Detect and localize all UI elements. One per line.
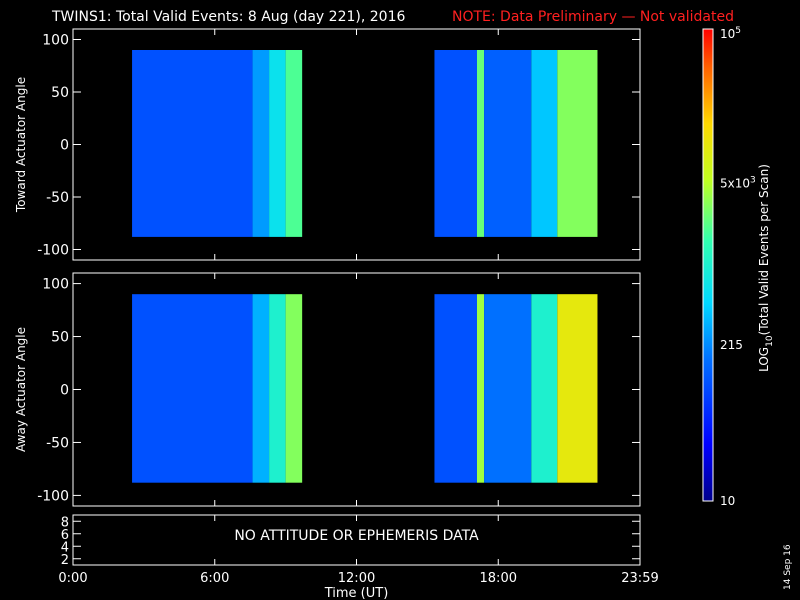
panel-middle: -100 -50 0 50 100 Away Actuator Angle bbox=[14, 272, 641, 507]
heatmap-band bbox=[434, 294, 477, 483]
heatmap-band bbox=[285, 50, 303, 237]
heatmap-band bbox=[269, 50, 286, 237]
heatmap-band bbox=[531, 294, 558, 483]
x-tick-label: 18:00 bbox=[480, 571, 517, 586]
colorbar-tick-label: 5x103 bbox=[720, 175, 756, 190]
heatmap-band bbox=[434, 50, 477, 237]
heatmap-band bbox=[285, 294, 303, 483]
y-tick-label: 50 bbox=[51, 330, 69, 346]
y-tick-label: -50 bbox=[46, 190, 69, 206]
y-tick-label: -100 bbox=[37, 488, 69, 504]
y-tick-label: 2 bbox=[61, 553, 69, 568]
no-data-message: NO ATTITUDE OR EPHEMERIS DATA bbox=[234, 528, 479, 544]
y-tick-label: -100 bbox=[37, 243, 69, 259]
y-tick-label: 8 bbox=[61, 515, 69, 530]
heatmap-band bbox=[476, 294, 485, 483]
x-tick-label: 23:59 bbox=[621, 571, 658, 586]
y-tick-label: 0 bbox=[60, 138, 69, 154]
y-tick-label: 100 bbox=[42, 33, 69, 49]
y-tick-label: -50 bbox=[46, 435, 69, 451]
y-tick-label: 50 bbox=[51, 85, 69, 101]
heatmap-band bbox=[269, 294, 286, 483]
x-tick-label: 12:00 bbox=[338, 571, 375, 586]
panel-top: -100 -50 0 50 100 Toward Actuator Angle bbox=[14, 28, 641, 261]
heatmap-band bbox=[252, 50, 270, 237]
y-tick-label: 0 bbox=[60, 383, 69, 399]
heatmap-band bbox=[531, 50, 558, 237]
colorbar-tick-label: 10 bbox=[720, 494, 735, 508]
heatmap-band bbox=[557, 294, 598, 483]
heatmap-band bbox=[252, 294, 270, 483]
y-tick-label: 100 bbox=[42, 277, 69, 293]
preliminary-note: NOTE: Data Preliminary — Not validated bbox=[452, 9, 734, 25]
y-tick-label: 6 bbox=[61, 528, 69, 543]
x-axis-label: Time (UT) bbox=[324, 586, 389, 600]
y-tick-label: 4 bbox=[61, 540, 69, 555]
x-tick-label: 6:00 bbox=[200, 571, 229, 586]
heatmap-band bbox=[476, 50, 485, 237]
chart-title: TWINS1: Total Valid Events: 8 Aug (day 2… bbox=[51, 9, 405, 25]
heatmap-band bbox=[557, 50, 598, 237]
colorbar bbox=[702, 28, 714, 502]
heatmap-band bbox=[132, 294, 253, 483]
heatmap-band bbox=[484, 50, 532, 237]
heatmap-band bbox=[484, 294, 532, 483]
x-tick-label: 0:00 bbox=[58, 571, 87, 586]
heatmap-band bbox=[132, 50, 253, 237]
colorbar-tick-label: 105 bbox=[720, 26, 741, 41]
colorbar-label: LOG10(Total Valid Events per Scan) bbox=[757, 164, 775, 372]
y-axis-label: Away Actuator Angle bbox=[14, 327, 28, 452]
generation-date: 14 Sep 16 bbox=[783, 544, 793, 590]
y-axis-label: Toward Actuator Angle bbox=[14, 77, 28, 213]
colorbar-tick-label: 215 bbox=[720, 338, 743, 352]
